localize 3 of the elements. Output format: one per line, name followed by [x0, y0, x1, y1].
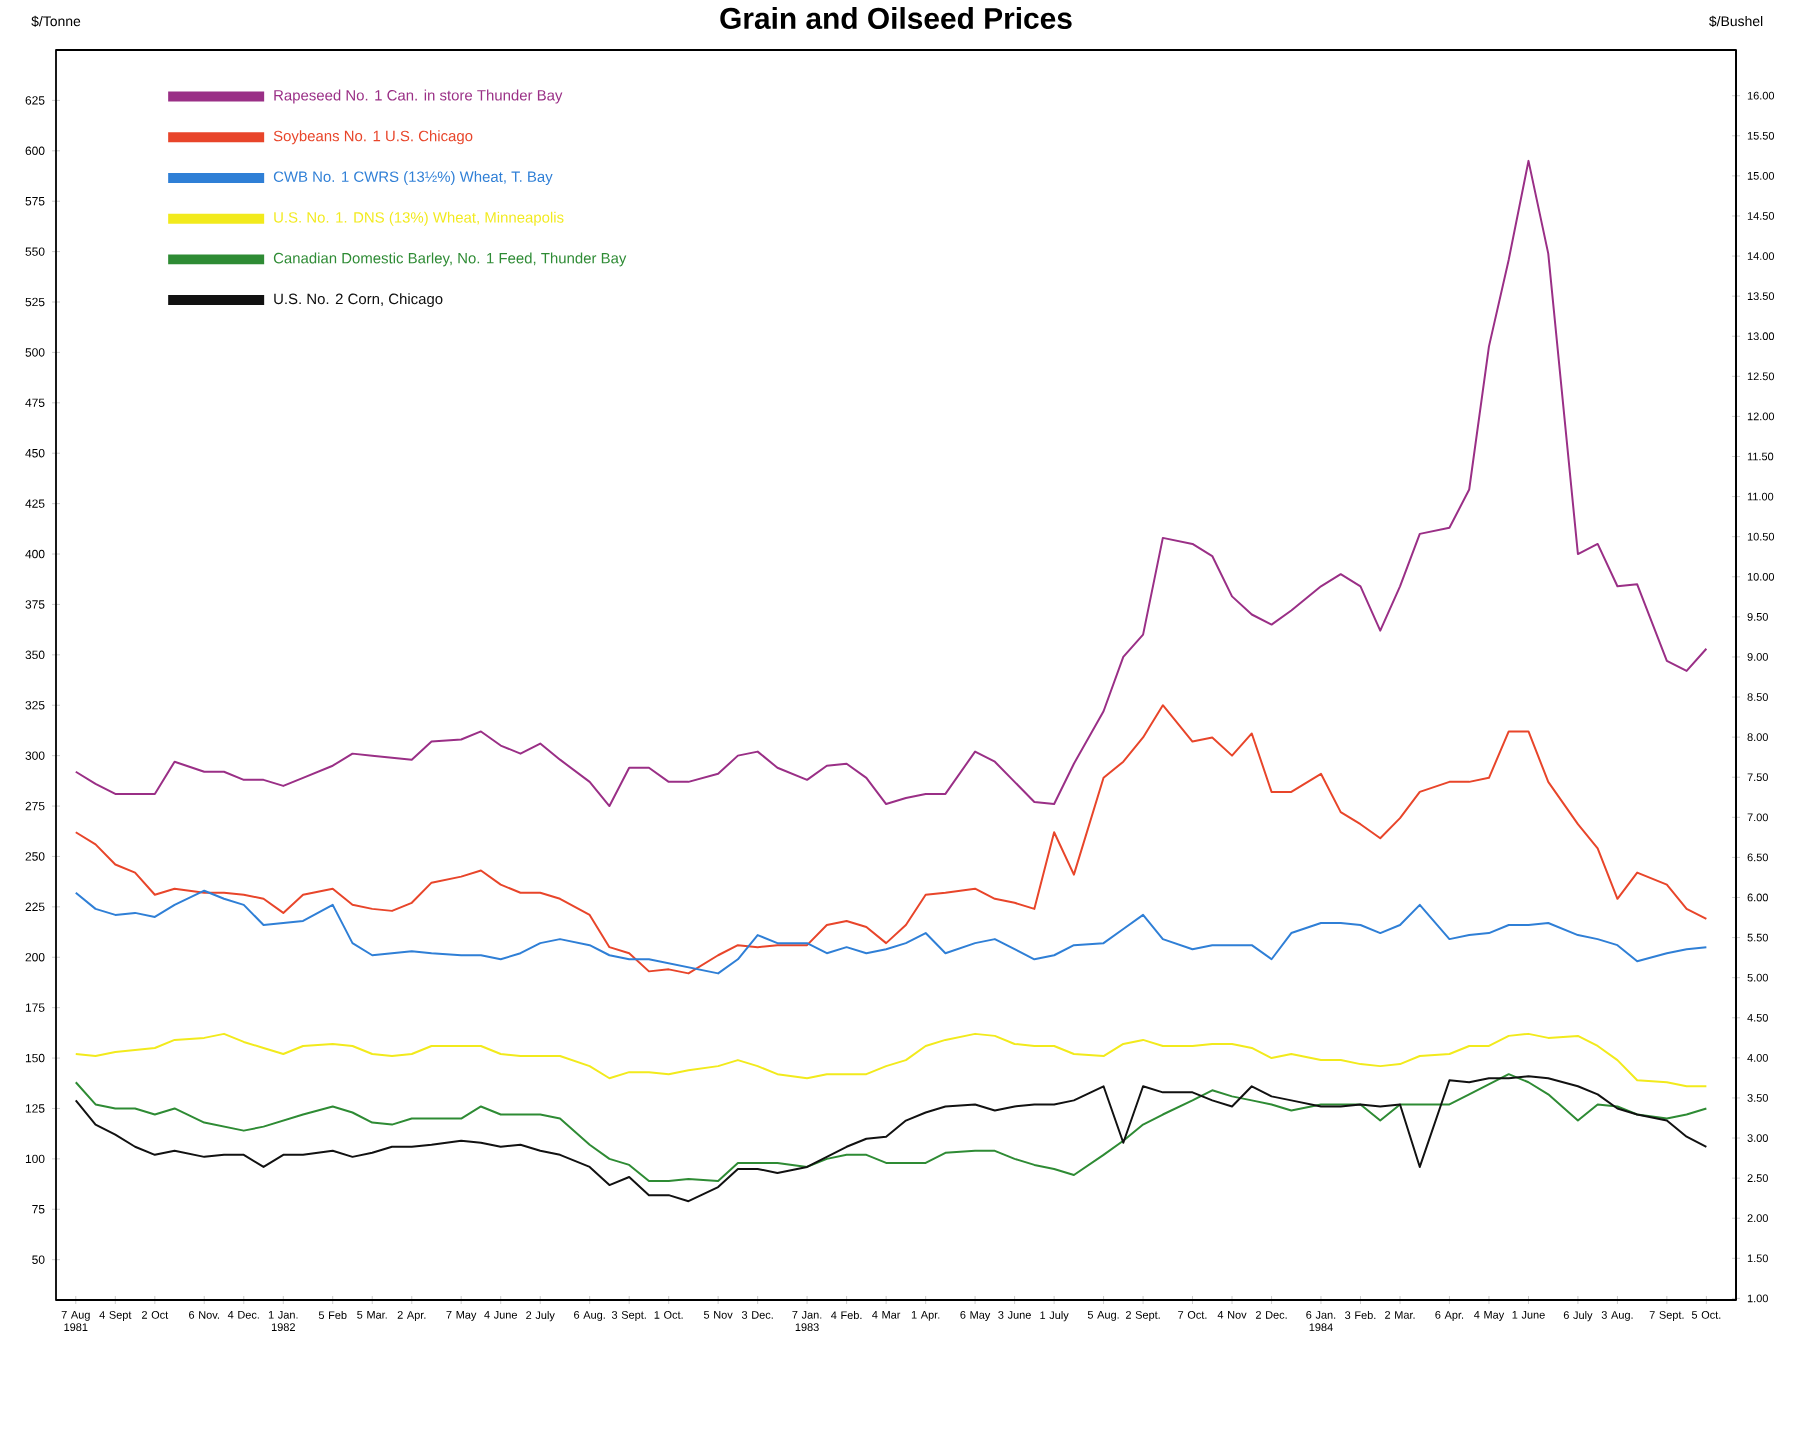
- chart-title: Grain and Oilseed Prices: [720, 7, 1072, 29]
- line-series: [74, 704, 1708, 975]
- line-series: [74, 1075, 1708, 1203]
